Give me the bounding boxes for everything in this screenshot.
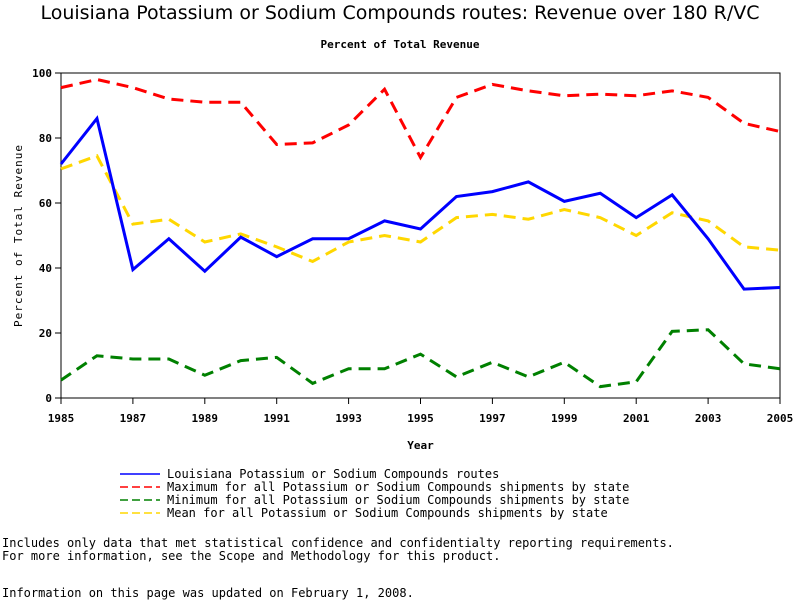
x-tick-label: 2005 [767, 412, 794, 425]
legend-label-3: Mean for all Potassium or Sodium Compoun… [167, 506, 608, 520]
y-tick-label: 20 [39, 327, 52, 340]
y-tick-label: 60 [39, 197, 52, 210]
x-tick-label: 1997 [479, 412, 506, 425]
legend-label-1: Maximum for all Potassium or Sodium Comp… [167, 480, 630, 494]
chart-title: Louisiana Potassium or Sodium Compounds … [40, 2, 760, 24]
y-tick-label: 0 [45, 392, 52, 405]
x-tick-label: 1991 [263, 412, 290, 425]
legend-label-2: Minimum for all Potassium or Sodium Comp… [167, 493, 630, 507]
x-tick-label: 2003 [695, 412, 722, 425]
note-confidence: Includes only data that met statistical … [2, 536, 674, 550]
x-tick-label: 1993 [335, 412, 362, 425]
note-updated: Information on this page was updated on … [2, 586, 414, 600]
x-tick-label: 1985 [48, 412, 75, 425]
x-axis-label: Year [407, 439, 434, 452]
legend-label-0: Louisiana Potassium or Sodium Compounds … [167, 467, 500, 481]
plot-frame [60, 72, 781, 399]
x-tick-label: 1995 [407, 412, 434, 425]
x-tick-label: 1987 [120, 412, 147, 425]
series-line-1 [60, 77, 781, 161]
x-tick-label: 2001 [623, 412, 650, 425]
y-tick-label: 80 [39, 132, 52, 145]
series-line-3 [60, 154, 781, 264]
x-tick-label: 1989 [192, 412, 219, 425]
chart-subtitle: Percent of Total Revenue [320, 38, 480, 51]
x-tick-label: 1999 [551, 412, 578, 425]
y-tick-label: 40 [39, 262, 52, 275]
series-line-2 [60, 328, 781, 389]
note-methodology: For more information, see the Scope and … [2, 549, 501, 563]
series-line-0 [59, 115, 781, 291]
y-axis-label: Percent of Total Revenue [12, 144, 25, 327]
y-tick-label: 100 [32, 67, 52, 80]
